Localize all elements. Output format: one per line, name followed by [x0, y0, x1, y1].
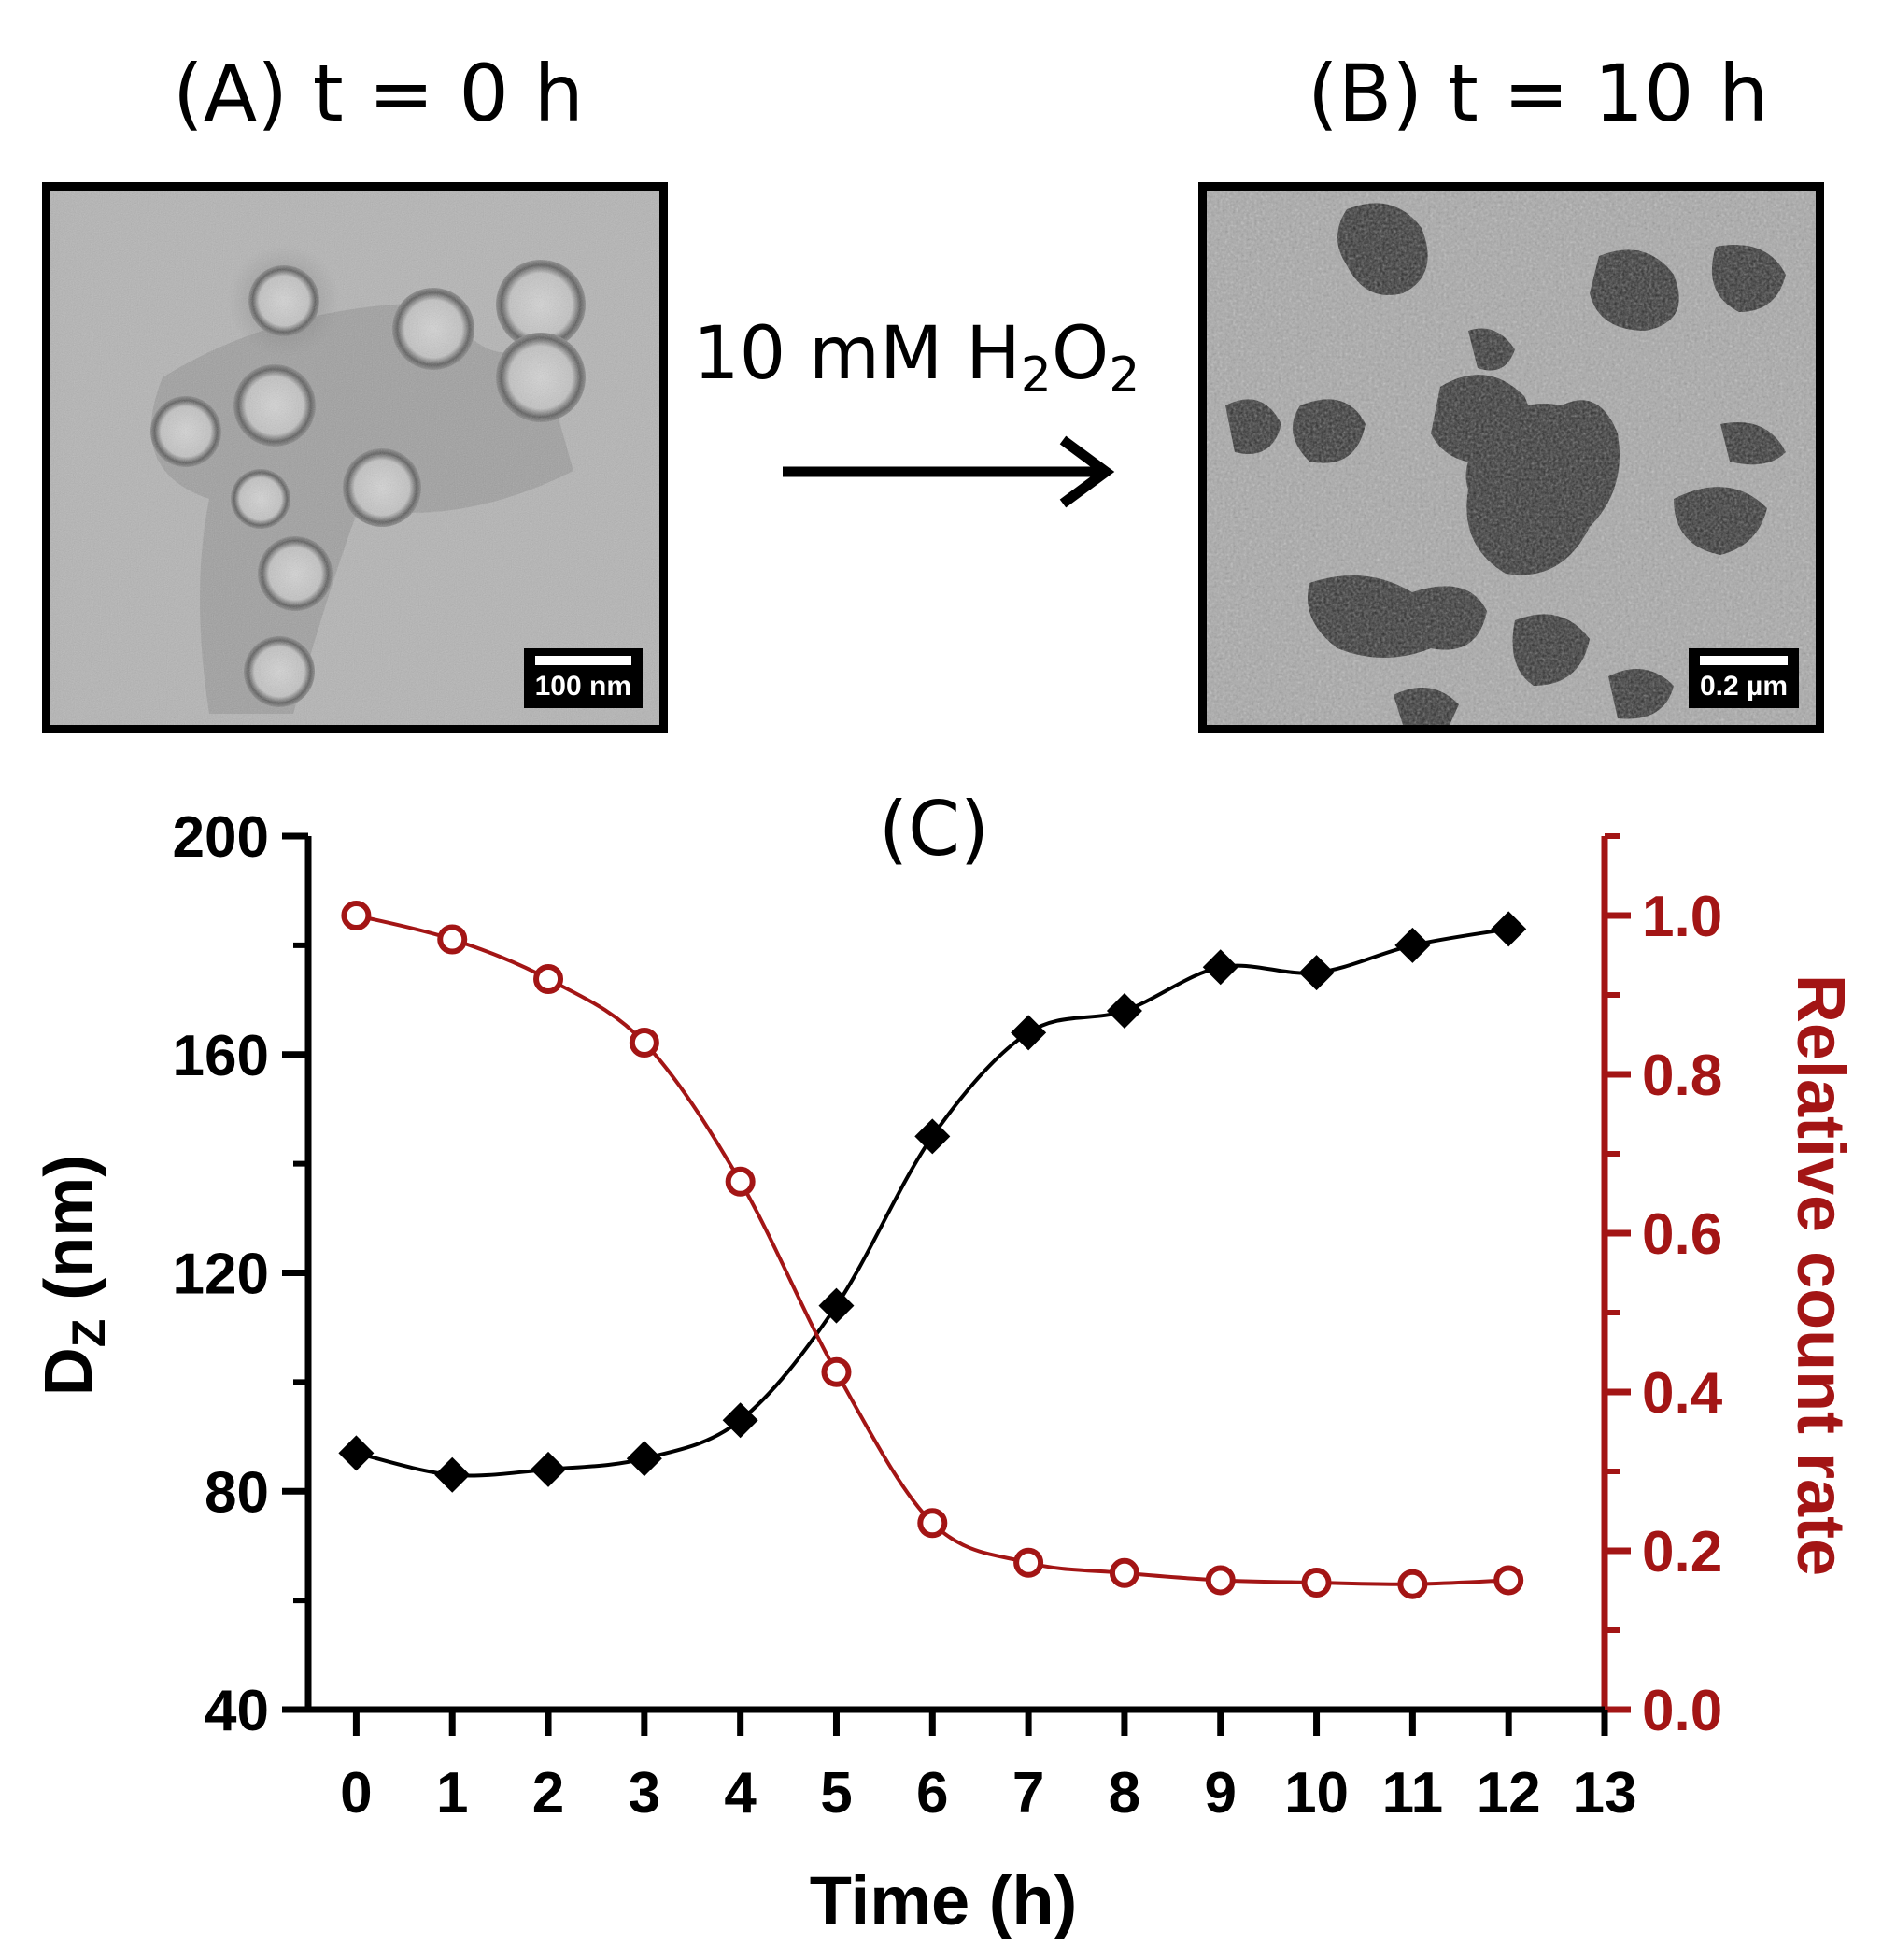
left-y-axis: 40 80 120 160 200: [173, 805, 312, 1743]
count-rate-point: [1397, 1569, 1428, 1599]
tem-image-a: [50, 191, 659, 725]
scale-bar-b: 0.2 µm: [1689, 648, 1799, 708]
x-axis-label: Time (h): [810, 1862, 1077, 1939]
x-tick-label: 10: [1284, 1761, 1349, 1825]
reaction-subscript-2: 2: [1109, 348, 1140, 404]
x-tick-label: 9: [1204, 1761, 1236, 1825]
y-axis-label-rest: (nm): [32, 1155, 106, 1319]
left-tick-label: 200: [173, 805, 269, 870]
arrow-head: [1059, 435, 1115, 508]
reaction-text-mid: O: [1051, 312, 1110, 396]
count-rate-point: [1109, 1557, 1139, 1588]
x-tick-label: 7: [1012, 1761, 1044, 1825]
x-tick-label: 8: [1109, 1761, 1140, 1825]
tem-micrograph-a: 100 nm: [42, 182, 668, 733]
scale-bar-line: [534, 656, 631, 665]
right-tick-label: 0.6: [1642, 1202, 1722, 1267]
dz-point: [1011, 1015, 1047, 1051]
chart-title: (C): [879, 786, 989, 873]
count-rate-point: [1301, 1568, 1332, 1598]
dz-point: [338, 1435, 375, 1471]
count-rate-point: [725, 1166, 756, 1197]
right-y-axis: 0.0 0.2 0.4 0.6 0.8 1.0: [1601, 833, 1723, 1743]
count-rate-point: [533, 964, 564, 994]
count-rate-point: [1493, 1565, 1524, 1596]
dz-point: [722, 1402, 758, 1439]
left-tick-label: 120: [173, 1243, 269, 1307]
y-axis-label-sub: Z: [63, 1319, 115, 1348]
reaction-text: 10 mM H: [693, 312, 1021, 396]
dz-point: [626, 1441, 662, 1477]
reaction-arrow: [783, 435, 1115, 508]
left-tick-label: 80: [205, 1460, 269, 1525]
count-rate-point: [1013, 1547, 1044, 1578]
series-markers: [338, 901, 1527, 1599]
reaction-subscript-1: 2: [1020, 348, 1052, 404]
x-tick-label: 4: [724, 1761, 757, 1825]
count-rate-line: [355, 914, 1509, 1586]
y-axis-label-main: D: [32, 1347, 106, 1396]
count-rate-point: [629, 1028, 659, 1058]
y2-axis-label: Relative count rate: [1783, 974, 1858, 1576]
series-lines: [355, 914, 1509, 1586]
dz-point: [1298, 955, 1335, 991]
x-tick-label: 1: [436, 1761, 468, 1825]
x-axis: 0 1 2 3 4 5 6 7 8 9 10 11 12 13: [308, 1706, 1637, 1825]
left-tick-label: 160: [173, 1024, 269, 1088]
dz-point: [1202, 949, 1238, 986]
scale-bar-line: [1700, 656, 1788, 665]
count-rate-point: [917, 1508, 948, 1539]
right-tick-label: 0.0: [1642, 1679, 1722, 1743]
dz-line: [355, 927, 1509, 1478]
right-tick-label: 0.2: [1642, 1520, 1722, 1584]
scale-bar-a-label: 100 nm: [534, 671, 631, 702]
x-tick-label: 12: [1477, 1761, 1541, 1825]
x-tick-label: 2: [532, 1761, 564, 1825]
dz-point: [434, 1456, 471, 1493]
tem-micrograph-b: 0.2 µm: [1198, 182, 1824, 733]
x-tick-label: 5: [820, 1761, 852, 1825]
dz-point: [1106, 993, 1142, 1029]
x-tick-label: 0: [340, 1761, 372, 1825]
dz-point: [531, 1451, 567, 1487]
x-tick-label: 3: [629, 1761, 660, 1825]
right-tick-label: 0.4: [1642, 1361, 1723, 1426]
right-tick-label: 1.0: [1642, 885, 1722, 949]
dz-point: [1394, 927, 1431, 963]
right-tick-label: 0.8: [1642, 1044, 1722, 1108]
scale-bar-a: 100 nm: [523, 648, 643, 708]
count-rate-point: [341, 901, 372, 930]
left-tick-label: 40: [205, 1679, 269, 1743]
panel-b-label: (B) t = 10 h: [1308, 48, 1769, 139]
y-axis-label: DZ (nm): [32, 1155, 115, 1397]
count-rate-point: [437, 924, 468, 955]
dz-point: [818, 1287, 855, 1324]
x-tick-label: 13: [1573, 1761, 1637, 1825]
tem-image-b: [1207, 191, 1816, 725]
scale-bar-b-label: 0.2 µm: [1700, 671, 1788, 702]
dz-point: [1491, 911, 1527, 947]
count-rate-point: [1205, 1565, 1236, 1596]
panel-a-label: (A) t = 0 h: [173, 48, 584, 139]
x-tick-label: 6: [916, 1761, 948, 1825]
x-tick-label: 11: [1382, 1761, 1444, 1825]
dz-point: [914, 1118, 951, 1155]
count-rate-point: [821, 1356, 852, 1387]
reaction-condition-label: 10 mM H2O2: [693, 318, 1139, 400]
